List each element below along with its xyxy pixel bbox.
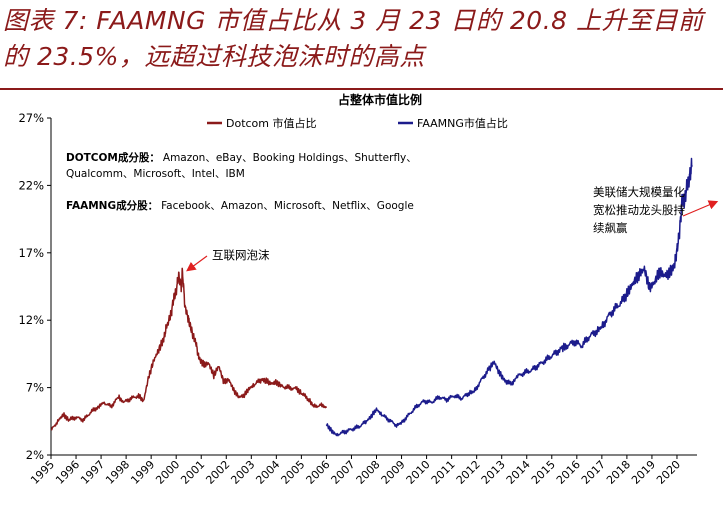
x-tick-label: 2012: [454, 458, 483, 487]
y-tick-label: 2%: [26, 448, 44, 462]
x-tick-label: 2019: [629, 458, 658, 487]
fed-annotation-line-1: 美联储大规模量化: [593, 185, 685, 199]
x-tick-label: 2002: [203, 458, 232, 487]
x-tick-label: 2008: [354, 458, 383, 487]
x-tick-label: 2010: [404, 458, 433, 487]
x-tick-label: 2007: [329, 458, 358, 487]
x-tick-label: 2005: [279, 458, 308, 487]
svg-text:FAAMNG成分股：Facebook、Amazon、Micr: FAAMNG成分股： Facebook、Amazon、Microsoft、Netf…: [66, 199, 414, 212]
x-tick-label: 2014: [504, 458, 533, 487]
x-tick-label: 1998: [103, 458, 132, 487]
x-tick-label: 2006: [304, 458, 333, 487]
y-tick-label: 12%: [18, 313, 44, 327]
line-chart: 占整体市值比例 Dotcom 市值占比 FAAMNG市值占比 2% 7% 12% 17…: [18, 92, 719, 487]
series-dotcom-line: [50, 267, 328, 431]
fed-annotation-line-2: 宽松推动龙头股持: [593, 203, 685, 217]
faamng-group-list: Facebook、Amazon、Microsoft、Netflix、Google: [161, 200, 414, 212]
x-tick-label: 1997: [78, 458, 107, 487]
headline-line-2: 的 23.5%，远超过科技泡沫时的高点: [3, 42, 425, 71]
x-tick-label: 1995: [28, 458, 57, 487]
legend-faamng-label: FAAMNG市值占比: [417, 116, 508, 130]
dotcom-group-list-2: Qualcomm、Microsoft、Intel、IBM: [66, 168, 245, 180]
headline-line-1: 图表 7: FAAMNG 市值占比从 3 月 23 日的 20.8 上升至目前: [3, 6, 704, 35]
x-tick-label: 2018: [604, 458, 633, 487]
svg-text:DOTCOM成分股：Amazon、eBay、Booking: DOTCOM成分股： Amazon、eBay、Booking Holdings、S…: [66, 151, 417, 164]
x-tick-label: 1996: [53, 458, 82, 487]
legend: Dotcom 市值占比 FAAMNG市值占比: [207, 116, 508, 130]
x-tick-label: 2015: [529, 458, 558, 487]
x-tick-label: 2017: [579, 458, 608, 487]
fed-arrow: [682, 200, 719, 217]
legend-dotcom-label: Dotcom 市值占比: [226, 116, 317, 130]
y-tick-label: 7%: [26, 381, 44, 395]
x-tick-label: 2013: [479, 458, 508, 487]
x-tick-label: 2003: [228, 458, 257, 487]
x-tick-label: 1999: [128, 458, 157, 487]
constituents-note: DOTCOM成分股： Amazon、eBay、Booking Holdings、S…: [66, 151, 417, 212]
chart-title: 占整体市值比例: [338, 92, 422, 107]
dotcom-group-list: Amazon、eBay、Booking Holdings、Shutterfly、: [163, 152, 417, 164]
x-tick-label: 2001: [178, 458, 207, 487]
dotcom-group-label: DOTCOM成分股：: [66, 151, 160, 164]
bubble-annotation: 互联网泡沫: [212, 248, 270, 262]
x-tick-label: 2004: [253, 458, 282, 487]
x-tick-label: 2020: [654, 458, 683, 487]
fed-annotation: 美联储大规模量化 宽松推动龙头股持 续飙赢: [593, 185, 685, 235]
bubble-arrow: [186, 255, 208, 272]
faamng-group-label: FAAMNG成分股：: [66, 199, 158, 212]
series-faamng-line: [325, 157, 693, 437]
headline-divider: [0, 88, 723, 90]
fed-annotation-line-3: 续飙赢: [593, 221, 628, 235]
y-tick-label: 17%: [18, 246, 44, 260]
y-tick-label: 22%: [18, 178, 44, 192]
y-tick-label: 27%: [18, 111, 44, 125]
x-tick-label: 2016: [554, 458, 583, 487]
x-tick-label: 2009: [379, 458, 408, 487]
x-tick-label: 2011: [429, 458, 458, 487]
x-tick-label: 2000: [153, 458, 182, 487]
